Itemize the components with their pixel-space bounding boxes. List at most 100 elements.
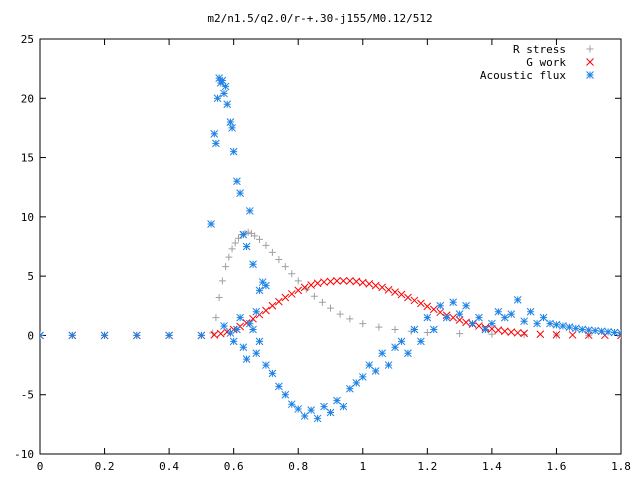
- data-point: [320, 402, 328, 411]
- data-point: [397, 290, 406, 299]
- data-point: [597, 327, 606, 336]
- data-point: [249, 314, 257, 323]
- x-tick-label: 0.8: [288, 460, 308, 473]
- data-point: [520, 329, 529, 338]
- data-point: [235, 234, 243, 242]
- y-tick-label: 5: [27, 270, 34, 283]
- legend-label: Acoustic flux: [480, 69, 566, 82]
- data-point: [436, 301, 445, 310]
- data-point: [242, 319, 251, 327]
- data-point: [352, 379, 361, 387]
- data-point: [365, 361, 374, 369]
- data-point: [239, 343, 248, 352]
- y-tick-label: 15: [21, 152, 34, 165]
- data-point: [468, 319, 477, 328]
- data-point: [494, 326, 503, 334]
- chart-title: m2/n1.5/q2.0/r-+.30-j155/M0.12/512: [207, 12, 432, 25]
- data-point: [215, 293, 223, 301]
- data-point: [339, 402, 348, 411]
- data-point: [410, 325, 419, 334]
- data-point: [526, 307, 535, 316]
- data-point: [313, 279, 322, 288]
- data-point: [249, 325, 257, 334]
- data-point: [310, 292, 318, 300]
- data-point: [326, 408, 335, 417]
- legend-marker: [586, 71, 594, 79]
- data-point: [281, 263, 289, 271]
- axis-ticks: 0 0.2 0.4 0.6 0.8 1 1.2 1.4 1.6 1.8 -10 -5 0 5 10 15 20 2…: [14, 33, 631, 473]
- data-point: [287, 400, 296, 409]
- data-point: [281, 390, 290, 399]
- data-point: [215, 74, 223, 82]
- data-point: [252, 349, 261, 358]
- data-point: [578, 325, 587, 334]
- data-point: [568, 331, 577, 339]
- data-point: [429, 325, 438, 334]
- data-point: [197, 331, 206, 340]
- data-point: [462, 301, 470, 310]
- data-point: [481, 325, 490, 334]
- data-point: [268, 248, 276, 256]
- data-point: [500, 313, 509, 322]
- data-point: [536, 330, 545, 339]
- data-point: [384, 361, 393, 369]
- data-point: [552, 330, 561, 339]
- data-point: [429, 305, 438, 314]
- data-point: [213, 94, 222, 103]
- data-point: [262, 241, 270, 249]
- data-point: [320, 278, 328, 286]
- data-point: [262, 306, 270, 315]
- x-tick-label: 0: [37, 460, 44, 473]
- data-point: [231, 239, 239, 247]
- data-point: [407, 327, 415, 335]
- data-point: [365, 279, 374, 288]
- data-point: [404, 349, 412, 358]
- data-point: [251, 232, 259, 240]
- y-tick-label: 10: [21, 211, 34, 224]
- data-point: [513, 328, 522, 337]
- data-point: [507, 328, 516, 336]
- x-tick-label: 1: [359, 460, 366, 473]
- data-point: [220, 322, 228, 330]
- data-point: [449, 298, 458, 307]
- data-point: [391, 288, 399, 297]
- legend-label: R stress: [513, 43, 566, 56]
- data-point: [255, 337, 264, 346]
- data-point: [533, 319, 541, 328]
- data-point: [488, 319, 496, 328]
- data-point: [275, 297, 283, 306]
- data-point: [307, 406, 315, 414]
- data-point: [294, 286, 303, 295]
- data-point: [488, 330, 496, 338]
- data-point: [552, 320, 561, 329]
- data-point: [165, 331, 173, 340]
- plot-frame: [39, 38, 622, 455]
- data-point: [371, 367, 380, 375]
- x-tick-label: 1.2: [417, 460, 437, 473]
- data-point: [475, 313, 483, 322]
- data-point: [352, 277, 361, 286]
- y-tick-label: -10: [14, 448, 34, 461]
- data-point: [294, 277, 302, 285]
- data-point: [417, 337, 425, 346]
- data-point: [294, 405, 303, 413]
- data-point: [384, 285, 393, 294]
- data-point: [378, 283, 386, 292]
- x-tick-label: 0.4: [159, 460, 179, 473]
- data-point: [358, 278, 367, 287]
- data-point: [275, 382, 283, 391]
- data-point: [226, 329, 235, 337]
- data-point: [228, 124, 236, 132]
- data-point: [281, 293, 290, 302]
- data-point: [584, 326, 593, 334]
- data-point: [455, 310, 464, 318]
- data-point: [300, 412, 309, 420]
- data-point: [220, 89, 228, 98]
- series-layer: [40, 74, 621, 423]
- data-point: [346, 384, 354, 393]
- x-tick-label: 0.2: [95, 460, 115, 473]
- data-point: [221, 82, 230, 91]
- data-point: [207, 220, 215, 228]
- data-point: [255, 286, 264, 295]
- x-tick-label: 1.4: [482, 460, 502, 473]
